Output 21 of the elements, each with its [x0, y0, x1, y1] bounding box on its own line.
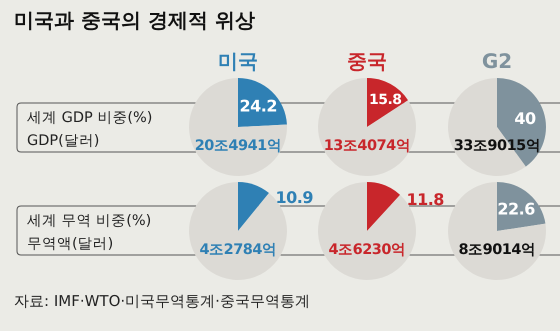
text: 세계 무역 비중(%): [27, 213, 152, 229]
data-label: 15.8: [369, 92, 402, 108]
text: 자료: IMF·WTO·미국무역통계·중국무역통계: [14, 292, 310, 310]
data-label: 10.9: [275, 188, 314, 207]
text: 미국과 중국의 경제적 위상: [14, 8, 255, 32]
data-label: 24.2: [240, 96, 277, 116]
text: 13조4074억: [324, 138, 410, 154]
text: 세계 GDP 비중(%): [27, 110, 152, 126]
data-label: 40: [514, 108, 536, 128]
text: 8조9014억: [458, 242, 536, 258]
chart-title: 미국: [218, 49, 258, 73]
text: 4조6230억: [328, 242, 406, 258]
data-label: 22.6: [497, 200, 536, 219]
data-label: 11.8: [406, 190, 444, 210]
text: GDP(달러): [27, 133, 100, 149]
chart-title: G2: [482, 49, 512, 73]
chart-title: 중국: [347, 49, 387, 73]
text: 20조4941억: [194, 138, 282, 154]
text: 4조2784억: [200, 242, 276, 258]
text: 무역액(달러): [27, 236, 114, 252]
text: 33조9015억: [454, 138, 540, 154]
